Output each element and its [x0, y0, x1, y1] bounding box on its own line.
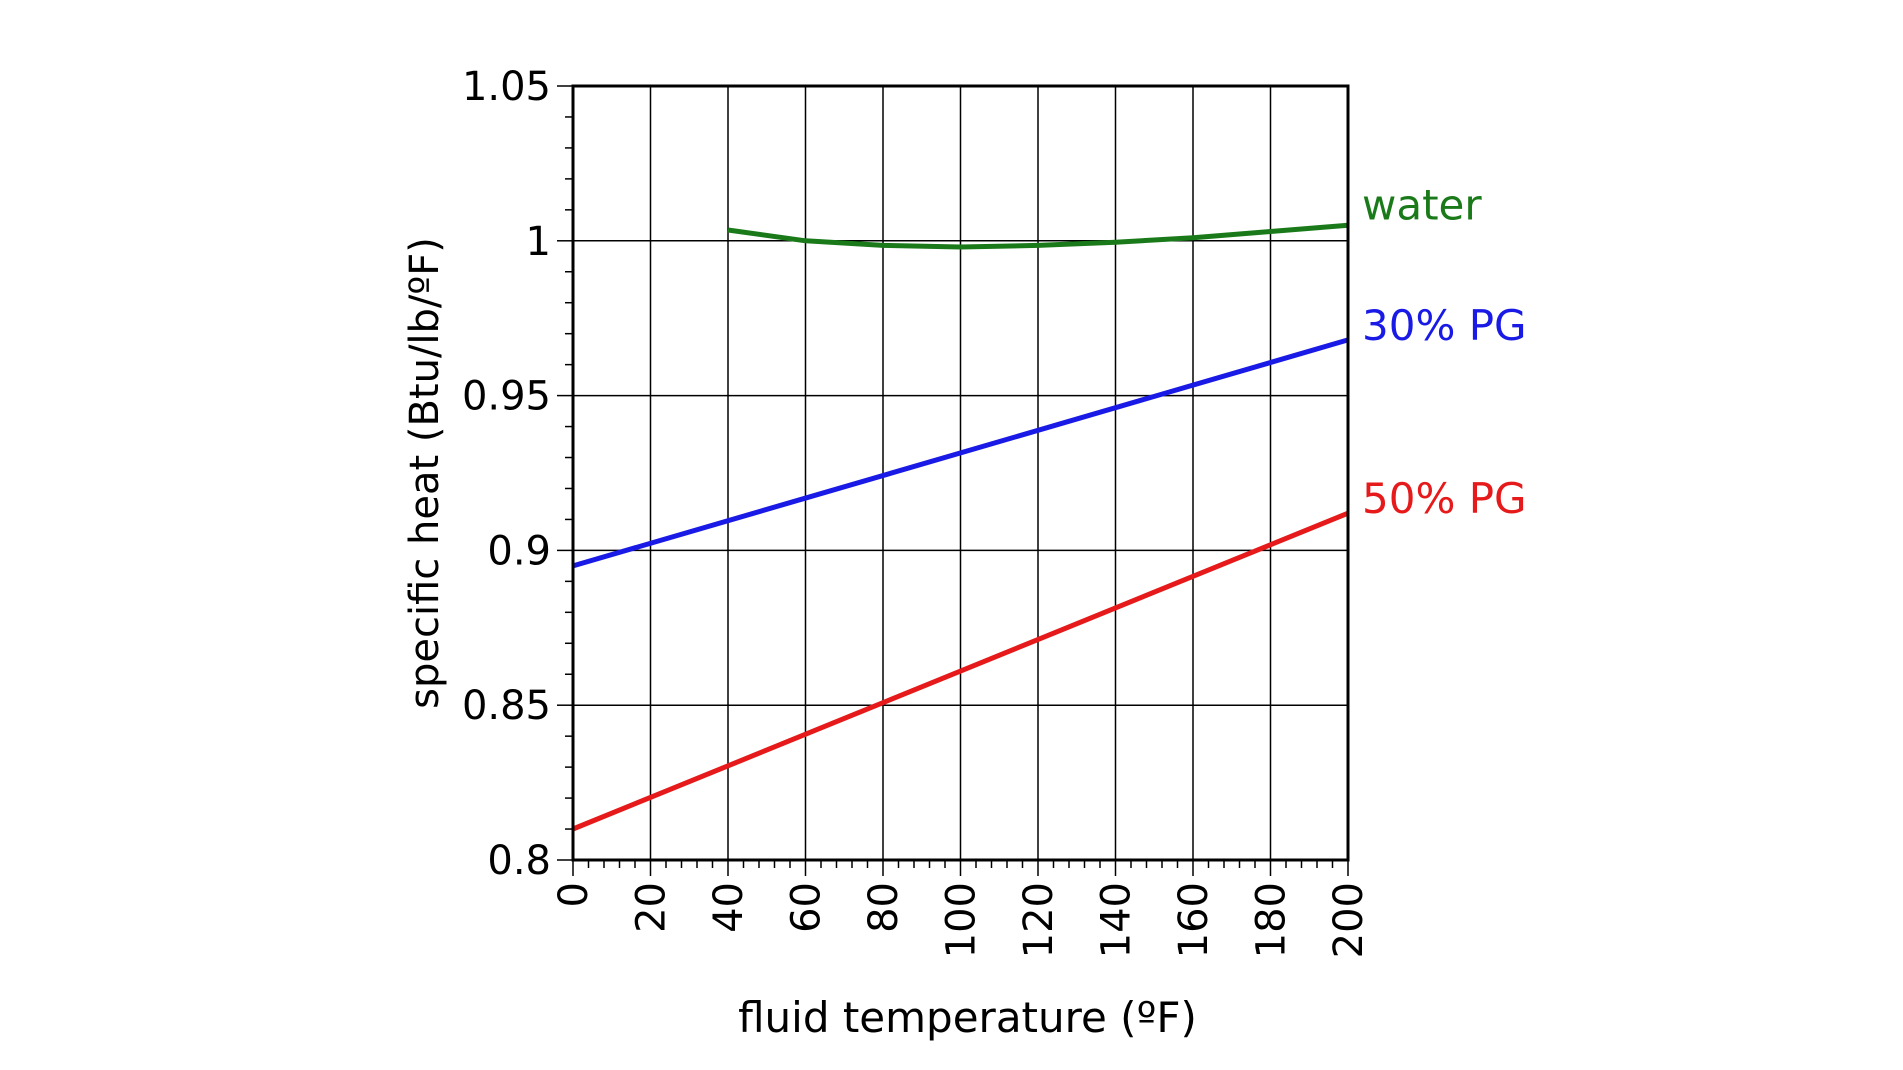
x-tick-label: 80 — [861, 882, 907, 933]
x-tick-label: 60 — [784, 882, 830, 933]
series-label-50-pg: 50% PG — [1362, 474, 1527, 523]
y-axis-label: specific heat (Btu/lb/ºF) — [402, 237, 448, 709]
label-layer: 0.8 0.85 0.9 0.95 1 1.05 0 20 40 60 80 100 120 140 160… — [462, 64, 1527, 958]
x-tick-label: 120 — [1016, 882, 1062, 958]
y-tick-label: 0.95 — [462, 374, 551, 420]
y-tick-label: 0.85 — [462, 683, 551, 729]
y-tick-label: 0.8 — [487, 838, 551, 884]
series-line-water — [727, 222, 1349, 250]
x-axis-label: fluid temperature (ºF) — [738, 993, 1197, 1042]
x-tick-label: 180 — [1249, 882, 1295, 958]
series-label-water: water — [1362, 180, 1482, 229]
series-line-50-pg — [572, 510, 1349, 832]
x-tick-label: 140 — [1094, 882, 1140, 958]
tick-layer — [557, 85, 1349, 876]
y-tick-label: 1 — [526, 219, 551, 265]
x-tick-label: 160 — [1171, 882, 1217, 958]
series-layer — [572, 222, 1349, 832]
x-tick-label: 40 — [706, 882, 752, 933]
y-tick-label: 0.9 — [487, 528, 551, 574]
x-tick-label: 20 — [629, 882, 675, 933]
y-tick-label: 1.05 — [462, 64, 551, 110]
x-tick-label: 200 — [1326, 882, 1372, 958]
series-line-30-pg — [572, 337, 1349, 569]
x-tick-label: 0 — [551, 882, 597, 907]
series-label-30-pg: 30% PG — [1362, 301, 1527, 350]
x-tick-label: 100 — [939, 882, 985, 958]
grid-layer — [572, 85, 1349, 861]
